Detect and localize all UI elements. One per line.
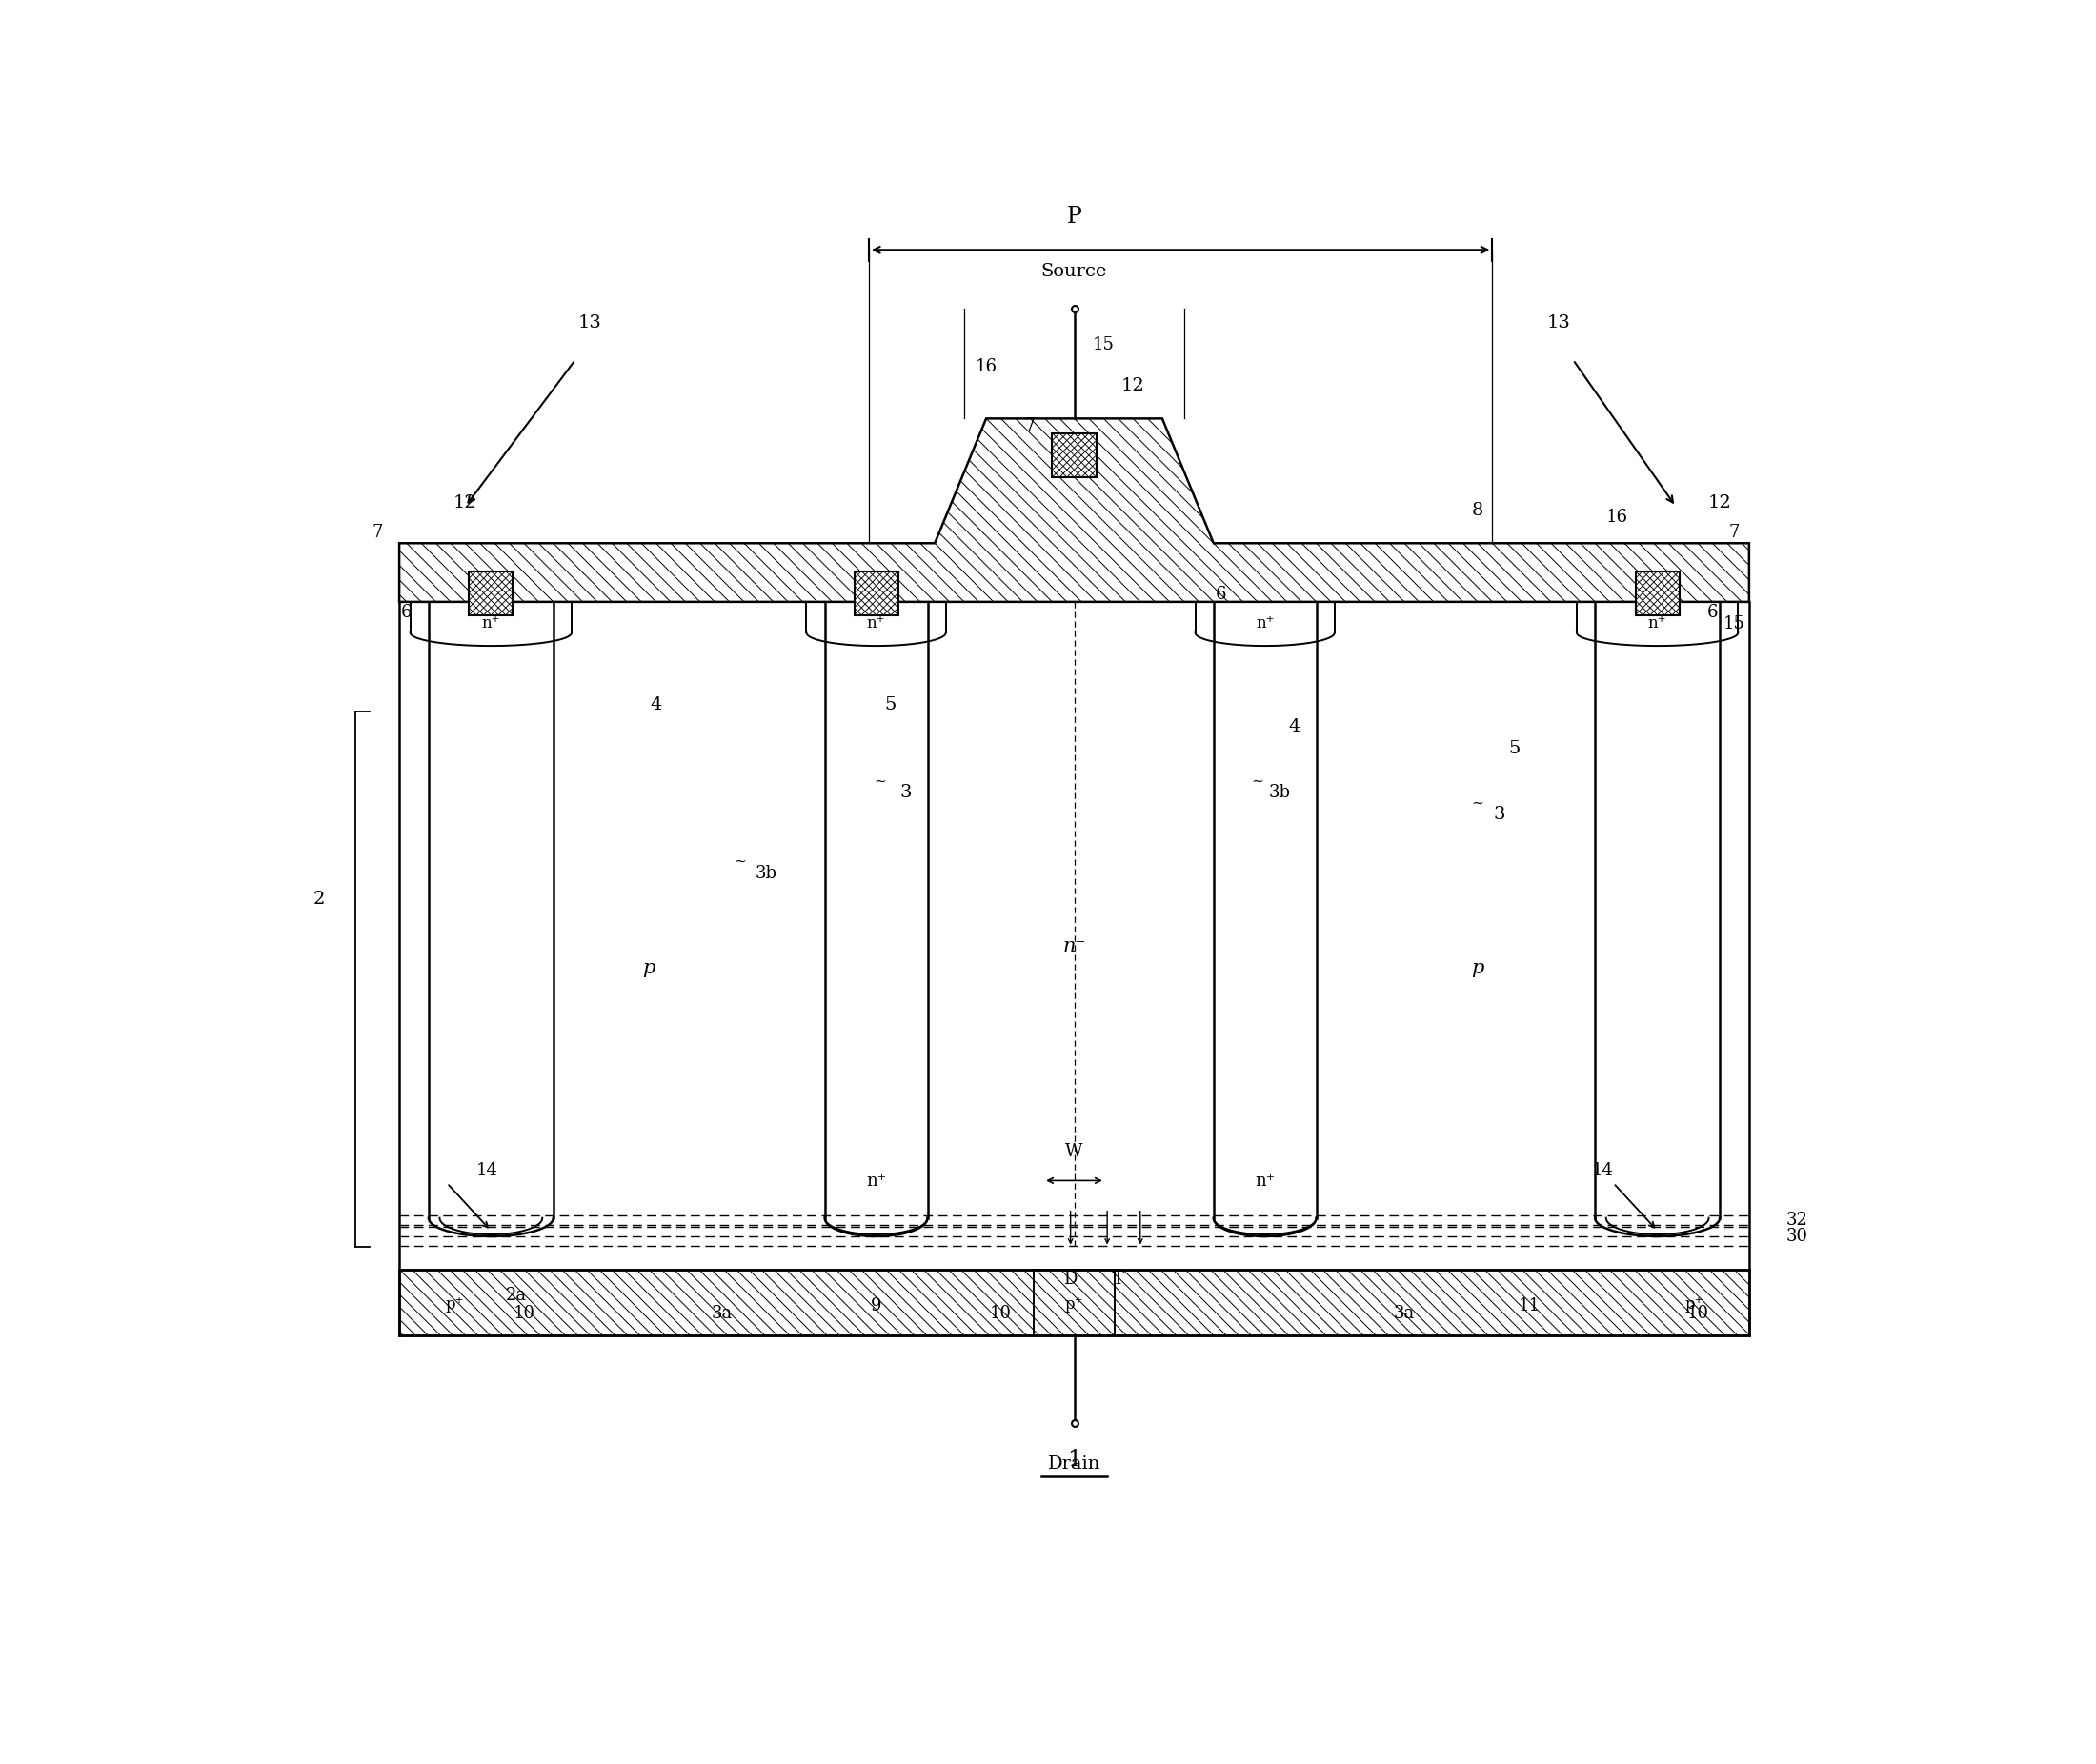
Text: ∼: ∼	[1251, 774, 1264, 789]
Text: 3: 3	[899, 783, 912, 801]
Text: p: p	[641, 960, 656, 977]
Text: 9: 9	[870, 1297, 882, 1314]
Text: 6: 6	[1706, 605, 1719, 621]
Polygon shape	[398, 1270, 1748, 1335]
Text: 2a: 2a	[505, 1286, 528, 1304]
Text: Drain: Drain	[1048, 1455, 1100, 1473]
Text: 16: 16	[1606, 510, 1629, 526]
Text: 3b: 3b	[755, 864, 778, 882]
Bar	[470, 572, 514, 616]
Text: 14: 14	[476, 1162, 499, 1178]
Text: 8: 8	[1471, 501, 1484, 519]
Polygon shape	[398, 1270, 1748, 1335]
Text: 3a: 3a	[1394, 1305, 1415, 1321]
Text: 10: 10	[989, 1305, 1012, 1321]
Bar	[855, 572, 897, 616]
Text: 13: 13	[578, 314, 602, 332]
Text: ∼: ∼	[1471, 797, 1484, 810]
Text: 7: 7	[371, 524, 384, 542]
Text: 5: 5	[885, 697, 897, 713]
Text: W: W	[1065, 1143, 1084, 1159]
Text: Source: Source	[1042, 263, 1107, 280]
Bar	[855, 572, 897, 616]
Text: T: T	[1113, 1270, 1123, 1288]
Text: n⁻: n⁻	[1063, 937, 1086, 956]
Bar	[1052, 434, 1096, 478]
Text: n⁺: n⁺	[1256, 1173, 1274, 1191]
Text: 3b: 3b	[1268, 783, 1291, 801]
Bar	[1635, 572, 1679, 616]
Text: 3: 3	[1494, 806, 1505, 824]
Text: 6: 6	[400, 605, 413, 621]
Text: n⁺: n⁺	[866, 1173, 887, 1191]
Bar	[398, 602, 1748, 1335]
Text: 7: 7	[1025, 418, 1035, 434]
Bar	[855, 572, 897, 616]
Text: p: p	[1471, 960, 1484, 977]
Bar	[1052, 434, 1096, 478]
Text: 3a: 3a	[711, 1305, 734, 1321]
Text: 12: 12	[1708, 494, 1731, 512]
Text: 1: 1	[1067, 1448, 1082, 1471]
Text: 12: 12	[1121, 377, 1144, 393]
Text: n⁺: n⁺	[1647, 616, 1666, 632]
Text: 30: 30	[1786, 1228, 1807, 1245]
Text: 4: 4	[1289, 718, 1300, 736]
Text: 15: 15	[1092, 337, 1115, 355]
Text: 2: 2	[312, 891, 325, 907]
Text: p⁺: p⁺	[1065, 1297, 1084, 1312]
Polygon shape	[398, 418, 1748, 602]
Text: p⁺: p⁺	[444, 1297, 463, 1312]
Text: 10: 10	[1687, 1305, 1708, 1321]
Text: 5: 5	[1509, 739, 1520, 757]
Bar	[470, 572, 514, 616]
Text: 4: 4	[650, 697, 662, 713]
Text: n⁺: n⁺	[482, 616, 501, 632]
Text: ∼: ∼	[874, 774, 887, 789]
Text: 16: 16	[975, 358, 998, 376]
Text: n⁺: n⁺	[1256, 616, 1274, 632]
Bar	[1635, 572, 1679, 616]
Text: 14: 14	[1591, 1162, 1614, 1178]
Text: ∼: ∼	[734, 856, 746, 870]
Text: D: D	[1063, 1270, 1077, 1288]
Bar	[1635, 572, 1679, 616]
Text: n⁺: n⁺	[868, 616, 885, 632]
Text: P: P	[1067, 206, 1082, 228]
Bar	[1052, 434, 1096, 478]
Text: 10: 10	[514, 1305, 534, 1321]
Text: 6: 6	[1216, 586, 1226, 603]
Text: 13: 13	[1547, 314, 1570, 332]
Text: 7: 7	[1729, 524, 1740, 542]
Text: 15: 15	[1723, 616, 1746, 633]
Polygon shape	[398, 418, 1748, 602]
Bar	[470, 572, 514, 616]
Text: 12: 12	[453, 494, 478, 512]
Text: 11: 11	[1518, 1297, 1541, 1314]
Text: 32: 32	[1786, 1212, 1807, 1230]
Text: p⁺: p⁺	[1685, 1297, 1704, 1312]
